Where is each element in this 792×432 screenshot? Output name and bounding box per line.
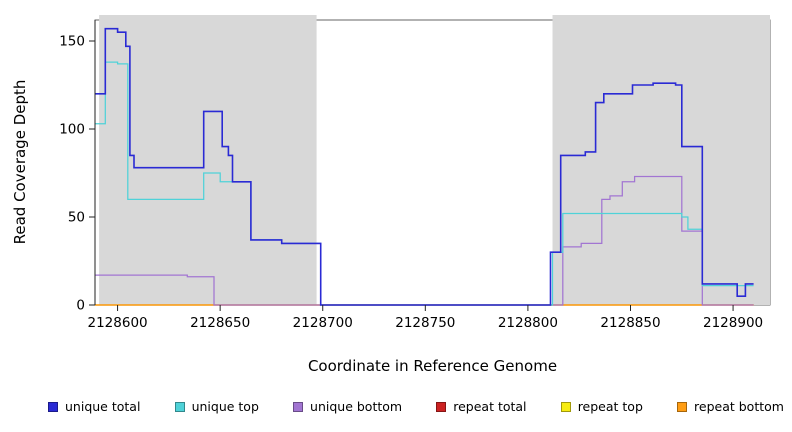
- x-tick-label: 2128750: [395, 315, 455, 331]
- x-tick-label: 2128900: [703, 315, 763, 331]
- legend-item-unique-top: unique top: [174, 399, 259, 414]
- legend-swatch: [677, 401, 688, 412]
- series-unique-bottom: [95, 175, 754, 306]
- legend-label: unique bottom: [310, 399, 403, 414]
- legend-item-unique-bottom: unique bottom: [293, 399, 402, 414]
- legend-label: unique top: [191, 399, 259, 414]
- legend-swatch: [174, 401, 185, 412]
- y-axis-title: Read Coverage Depth: [11, 79, 29, 245]
- legend-item-repeat-bottom: repeat bottom: [677, 399, 784, 414]
- legend-swatch: [560, 401, 571, 412]
- shaded-region-1: [552, 15, 770, 305]
- legend-label: repeat top: [577, 399, 643, 414]
- y-tick-label: 0: [76, 298, 85, 314]
- legend-item-repeat-top: repeat top: [560, 399, 643, 414]
- x-tick-label: 2128850: [600, 315, 660, 331]
- x-tick-label: 2128650: [190, 315, 250, 331]
- x-axis-title: Coordinate in Reference Genome: [307, 357, 558, 375]
- shaded-region-0: [99, 15, 317, 305]
- legend-swatch: [48, 401, 58, 412]
- y-tick-label: 50: [68, 210, 85, 226]
- legend-swatch: [293, 401, 304, 412]
- series-unique-total: [95, 27, 754, 306]
- legend: unique total unique top unique bottom repea…: [48, 399, 784, 414]
- legend-label: unique total: [65, 399, 141, 414]
- y-tick-label: 150: [59, 34, 85, 50]
- legend-label: repeat bottom: [694, 399, 784, 414]
- x-tick-label: 2128600: [88, 315, 148, 331]
- coverage-chart: 0 50 100 150 2128600 2128650 2128700 2128750 212…: [59, 15, 771, 331]
- legend-item-unique-total: unique total: [48, 399, 140, 414]
- legend-label: repeat total: [453, 399, 527, 414]
- legend-swatch: [436, 401, 447, 412]
- y-tick-label: 100: [59, 122, 85, 138]
- legend-item-repeat-total: repeat total: [436, 399, 527, 414]
- x-tick-label: 2128800: [498, 315, 558, 331]
- x-tick-label: 2128700: [293, 315, 353, 331]
